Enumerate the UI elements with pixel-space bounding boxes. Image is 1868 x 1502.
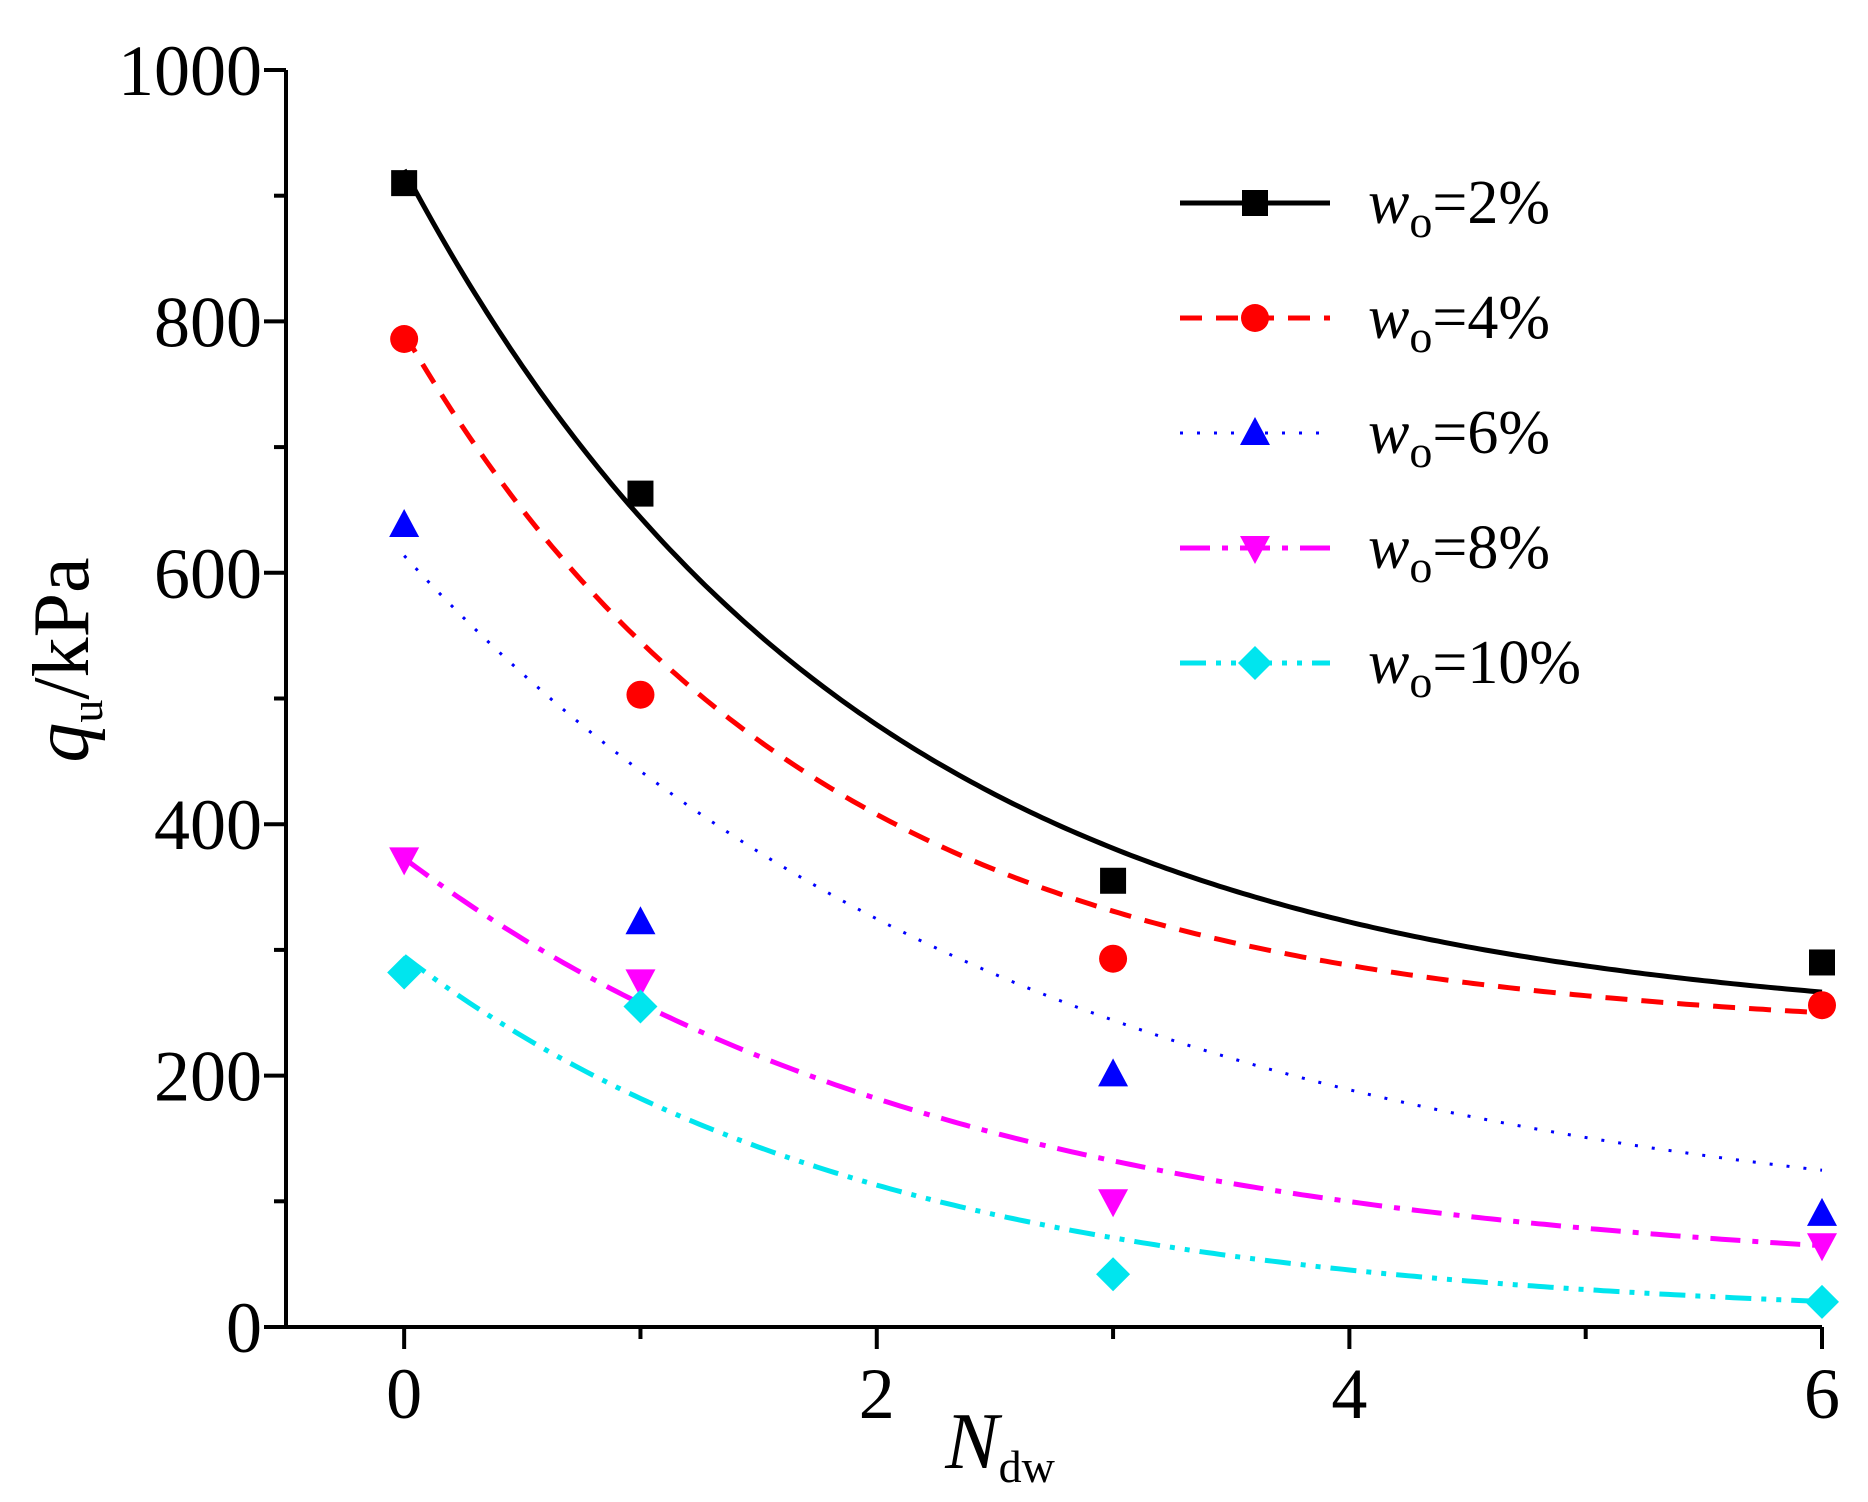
- legend-marker: [1238, 646, 1272, 680]
- fit-curve: [402, 954, 1823, 1304]
- data-point: [1099, 944, 1128, 973]
- data-point: [1100, 867, 1127, 894]
- legend-entry: wo=10%: [1368, 629, 1581, 707]
- data-point: [1098, 1189, 1129, 1218]
- fit-curve: [402, 856, 1823, 1249]
- fit-curve: [402, 331, 1823, 1016]
- x-tick-label: 2: [859, 1354, 895, 1434]
- data-point: [1808, 991, 1836, 1020]
- data-point: [625, 906, 656, 935]
- legend-entry: wo=6%: [1368, 399, 1550, 477]
- data-point: [391, 170, 418, 197]
- data-point: [389, 509, 420, 538]
- data-point: [390, 324, 419, 353]
- data-point: [1805, 1284, 1839, 1319]
- y-tick-label: 0: [226, 1288, 262, 1368]
- legend-entry: wo=2%: [1368, 169, 1550, 247]
- y-tick-label: 1000: [118, 31, 262, 111]
- data-point: [626, 680, 655, 709]
- x-tick-label: 6: [1804, 1354, 1840, 1434]
- legend-entry: wo=4%: [1368, 284, 1550, 362]
- data-points: [387, 170, 1839, 1319]
- data-point: [1807, 1197, 1837, 1226]
- axes: 0 2 4 6 0 200 400 600 800 1000: [118, 31, 1840, 1434]
- y-tick-label: 600: [154, 534, 262, 614]
- y-tick-label: 200: [154, 1037, 262, 1117]
- fit-curve: [403, 554, 1823, 1172]
- data-point: [1807, 1233, 1837, 1262]
- legend-entry: wo=8%: [1368, 514, 1550, 592]
- legend-marker: [1241, 304, 1269, 332]
- data-point: [387, 955, 422, 990]
- y-tick-label: 800: [154, 282, 262, 362]
- legend-marker: [1240, 536, 1270, 564]
- y-tick-label: 400: [154, 785, 262, 865]
- x-tick-label: 4: [1331, 1354, 1367, 1434]
- legend: wo=2% wo=4% wo=6% wo=8% wo=10%: [1180, 169, 1581, 707]
- data-point: [389, 847, 420, 876]
- legend-marker: [1240, 417, 1270, 445]
- fit-curve: [401, 168, 1823, 995]
- fit-curves: [401, 168, 1823, 1304]
- data-point: [625, 969, 656, 998]
- y-axis-title: qu/kPa: [18, 557, 112, 762]
- legend-marker: [1242, 190, 1268, 216]
- x-tick-label: 0: [386, 1354, 422, 1434]
- x-axis-title: Ndw: [944, 1398, 1055, 1492]
- data-point: [1809, 949, 1835, 976]
- data-point: [627, 480, 654, 507]
- data-point: [1096, 1257, 1131, 1292]
- data-point: [623, 989, 658, 1024]
- data-point: [1098, 1058, 1129, 1087]
